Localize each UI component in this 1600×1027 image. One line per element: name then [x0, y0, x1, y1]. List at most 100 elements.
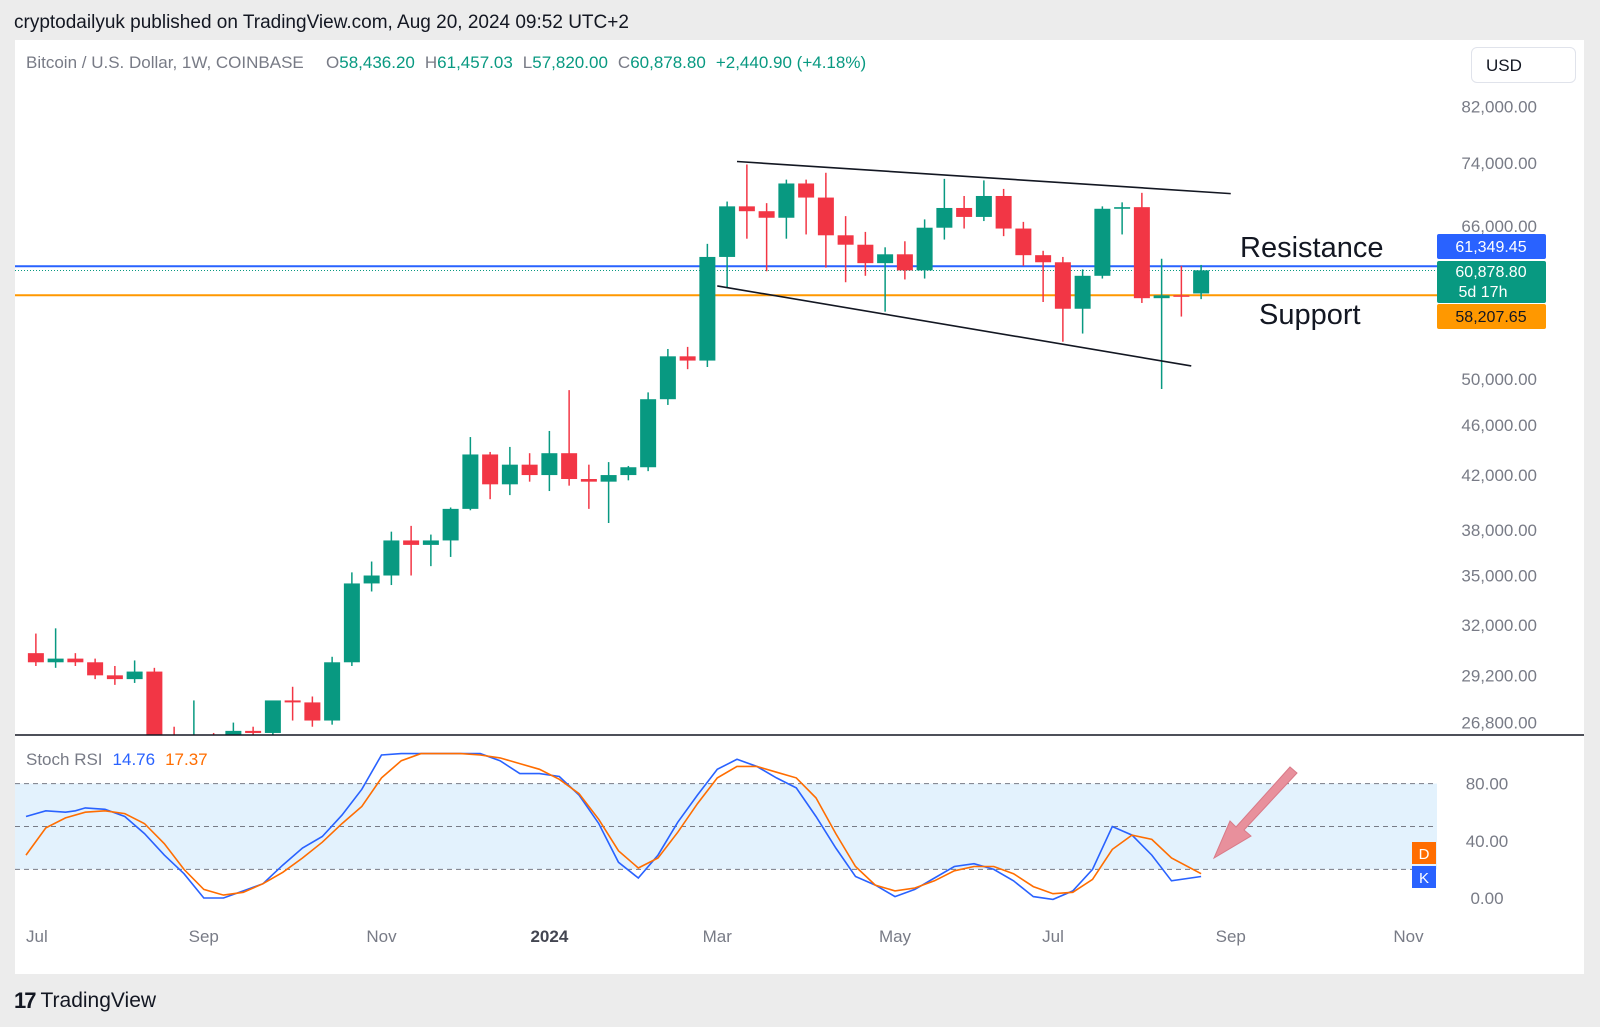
- candle-body: [403, 540, 420, 545]
- candle-body: [27, 653, 44, 663]
- level-lines-layer: [15, 265, 1437, 297]
- price-tick-label: 42,000.00: [1461, 466, 1537, 485]
- candle-body: [126, 671, 143, 680]
- tradingview-logo-icon: 17: [14, 988, 37, 1013]
- candle-body: [1094, 208, 1111, 276]
- last-price-badge: [1437, 261, 1546, 303]
- candle-body: [106, 675, 123, 680]
- stoch-series-d: [25, 752, 1202, 896]
- candle-body: [264, 700, 281, 733]
- ohlc-readout: O58,436.20 H61,457.03 L57,820.00 C60,878.80…: [326, 53, 866, 72]
- stoch-d-badge: [1412, 842, 1436, 864]
- price-tick-label: 74,000.00: [1461, 154, 1537, 173]
- axes-layer: 82,000.00 74,000.00 66,000.00 50,000.00 46,0…: [26, 97, 1537, 946]
- candle-body: [245, 730, 262, 733]
- support-price-label: 58,207.65: [1455, 309, 1526, 326]
- candle-body: [1015, 228, 1032, 256]
- candle-body: [383, 540, 400, 576]
- chart-frame[interactable]: 82,000.00 74,000.00 66,000.00 50,000.00 46,0…: [15, 40, 1584, 974]
- stoch-k-badge: [1412, 866, 1436, 888]
- candle-body: [422, 540, 439, 545]
- price-tick-label: 66,000.00: [1461, 217, 1537, 236]
- x-tick-label: 2024: [530, 927, 568, 946]
- price-tick-label: 38,000.00: [1461, 521, 1537, 540]
- candle-body: [719, 206, 736, 257]
- candle-body: [561, 453, 578, 480]
- stoch-k-value: 14.76: [113, 750, 156, 769]
- candle-body: [87, 662, 104, 676]
- countdown-label: 5d 17h: [1459, 284, 1508, 301]
- support-annotation: Support: [1259, 299, 1361, 331]
- candle-body: [442, 508, 459, 541]
- candle-body: [521, 464, 538, 476]
- candle-body: [166, 739, 182, 741]
- candle-body: [975, 195, 992, 217]
- x-tick-label: Mar: [703, 927, 733, 946]
- open-value: 58,436.20: [339, 53, 415, 72]
- candle-body: [1153, 295, 1170, 299]
- candle-body: [304, 702, 321, 721]
- candle-body: [284, 700, 301, 703]
- candle-body: [877, 254, 894, 264]
- candle-body: [1133, 207, 1150, 299]
- wedge-trendline: [736, 160, 1231, 195]
- x-tick-label: Jul: [26, 927, 48, 946]
- x-tick-label: Jul: [1042, 927, 1064, 946]
- open-label: O: [326, 53, 339, 72]
- candles-layer: [27, 164, 1210, 743]
- price-tick-label: 32,000.00: [1461, 616, 1537, 635]
- stoch-title-text: Stoch RSI: [26, 750, 103, 769]
- candle-body: [67, 658, 84, 663]
- x-tick-label: Sep: [1216, 927, 1246, 946]
- candle-body: [600, 475, 617, 482]
- change-value: +2,440.90 (+4.18%): [716, 53, 866, 72]
- candle-body: [1193, 270, 1210, 294]
- candle-body: [225, 730, 242, 735]
- stoch-band-layer: [15, 783, 1437, 870]
- x-tick-label: May: [879, 927, 912, 946]
- candle-body: [1035, 255, 1052, 263]
- candle-body: [758, 211, 775, 218]
- stoch-series-k: [25, 752, 1202, 901]
- tradingview-logo[interactable]: 17 TradingView: [14, 988, 156, 1014]
- candle-body: [995, 195, 1012, 229]
- candle-body: [857, 244, 874, 264]
- annotation-arrow: [1212, 766, 1298, 860]
- currency-button[interactable]: USD: [1471, 47, 1576, 83]
- last-price-label: 60,878.80: [1455, 264, 1526, 281]
- candle-body: [1173, 295, 1190, 297]
- candle-body: [896, 254, 913, 271]
- chart-canvas[interactable]: 82,000.00 74,000.00 66,000.00 50,000.00 46,0…: [15, 40, 1584, 974]
- stoch-d-value: 17.37: [165, 750, 208, 769]
- candle-body: [501, 464, 518, 485]
- candle-body: [1074, 275, 1091, 309]
- candle-body: [620, 467, 637, 476]
- candle-body: [462, 454, 479, 509]
- candle-body: [837, 235, 854, 245]
- candle-body: [679, 356, 696, 361]
- candle-body: [738, 206, 755, 212]
- price-tick-label: 82,000.00: [1461, 97, 1537, 116]
- candle-body: [699, 256, 716, 361]
- candle-body: [798, 183, 815, 198]
- candle-body: [146, 671, 163, 735]
- close-label: C: [618, 53, 630, 72]
- candle-body: [363, 575, 380, 584]
- candle-body: [659, 356, 676, 400]
- price-tick-label: 35,000.00: [1461, 567, 1537, 586]
- candle-body: [936, 207, 953, 228]
- candle-body: [206, 737, 222, 743]
- resistance-annotation: Resistance: [1240, 232, 1383, 264]
- candle-body: [541, 453, 558, 476]
- candle-body: [1054, 262, 1071, 309]
- candle-body: [778, 183, 795, 218]
- candle-body: [343, 583, 360, 663]
- candle-body: [1114, 207, 1131, 209]
- tradingview-brand: TradingView: [40, 989, 157, 1012]
- symbol-name: Bitcoin / U.S. Dollar, 1W, COINBASE: [26, 53, 304, 72]
- x-tick-label: Sep: [189, 927, 219, 946]
- candle-body: [956, 207, 973, 217]
- price-tick-label: 29,200.00: [1461, 666, 1537, 685]
- stoch-k-badge-text: K: [1419, 870, 1429, 887]
- low-label: L: [523, 53, 532, 72]
